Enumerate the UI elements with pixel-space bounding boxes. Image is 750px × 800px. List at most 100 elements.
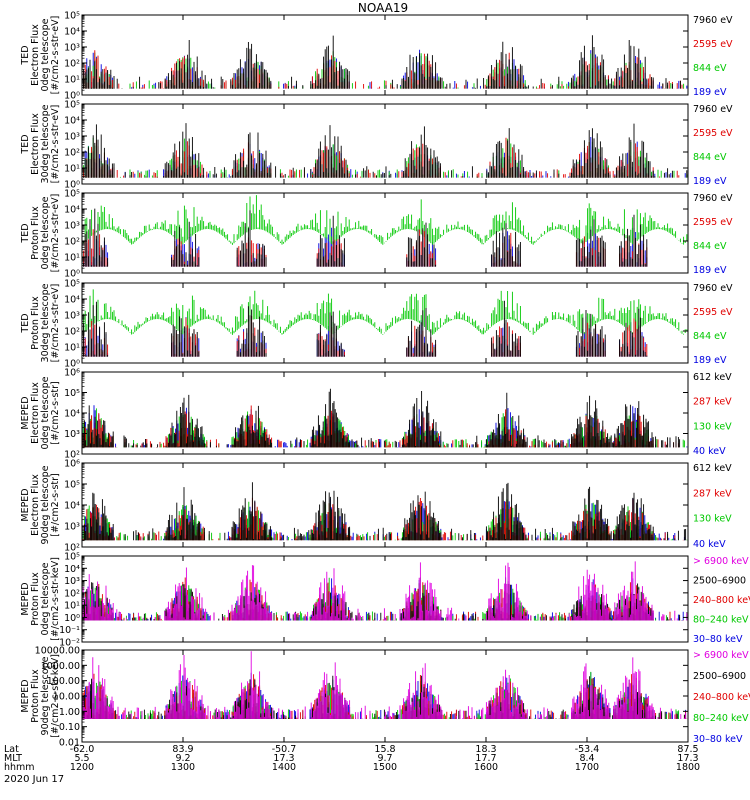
series-2595-ev [82, 315, 648, 357]
ylabel-line: MEPED [20, 396, 31, 429]
legend-entry: 189 eV [693, 265, 727, 276]
ytick-label: 10¹ [64, 164, 80, 175]
ytick-label: 10² [64, 148, 80, 159]
ytick-label: 10³ [64, 522, 80, 533]
legend-entry: > 6900 keV [693, 650, 749, 661]
xtick-mlt: 17.7 [475, 753, 496, 764]
legend-entry: 7960 eV [693, 193, 733, 204]
ylabel-line: [#/cm2-s-str-keV] [50, 654, 61, 738]
ytick-label: 10⁵ [64, 279, 80, 290]
ylabel-line: MEPED [20, 582, 31, 615]
panel-2-ylabel: TEDElectron Flux30deg telescope[#/cm2-s-… [20, 104, 61, 183]
ytick-label: 10³ [64, 429, 80, 440]
row-label: Lat [4, 744, 19, 755]
series-612-kev [82, 388, 681, 448]
legend-entry: 40 keV [693, 539, 726, 550]
legend-entry: 612 keV [693, 463, 732, 474]
legend-entry: 612 keV [693, 372, 732, 383]
ylabel-line: TED [20, 313, 31, 333]
xtick-lat: 87.5 [677, 744, 698, 755]
ytick-label: 10⁵ [64, 11, 80, 22]
ylabel-line: Electron Flux [30, 113, 41, 175]
series-612-kev [82, 482, 687, 541]
ytick-label: 10⁴ [64, 295, 80, 306]
legend-entry: 240–800 keV [693, 595, 750, 606]
ytick-label: 10⁴ [64, 116, 80, 127]
xtick-lat: -62.0 [70, 744, 95, 755]
panel-3-traces [82, 195, 688, 267]
ytick-label: 10⁴ [64, 564, 80, 575]
ytick-label: 0.10 [59, 722, 80, 733]
panel-8-traces [82, 651, 688, 719]
row-label: hhmm [4, 762, 35, 773]
ylabel-line: Proton Flux [30, 572, 41, 626]
legend-entry: 80–240 keV [693, 615, 749, 626]
ylabel-line: 0deg telescope [40, 18, 51, 91]
legend-entry: 7960 eV [693, 104, 733, 115]
ylabel-line: TED [20, 223, 31, 243]
series-844-ev [82, 195, 688, 245]
ylabel-line: 30deg telescope [40, 283, 51, 362]
legend-entry: 7960 eV [693, 283, 733, 294]
panel-4-ylabel: TEDProton Flux30deg telescope[#/cm2-s-st… [20, 283, 61, 362]
legend-entry: 130 keV [693, 421, 732, 432]
ytick-label: 10³ [64, 311, 80, 322]
ytick-label: 10³ [64, 576, 80, 587]
ytick-label: 10⁰ [64, 613, 80, 624]
ytick-label: 10² [64, 543, 80, 554]
series-130-kev [82, 499, 688, 541]
series-30-80-kev [82, 672, 687, 719]
legend-entry: 30–80 keV [693, 734, 743, 745]
legend-entry: 2595 eV [693, 217, 733, 228]
ytick-label: 10¹ [64, 601, 80, 612]
series-189-ev [82, 137, 686, 178]
ylabel-line: [#/cm2-s-str-eV] [50, 105, 61, 184]
xtick-lat: 15.8 [374, 744, 395, 755]
ylabel-line: Electron Flux [30, 474, 41, 536]
xtick-mlt: 9.7 [377, 753, 392, 764]
ylabel-line: 0deg telescope [40, 196, 51, 269]
legend-entry: 844 eV [693, 331, 727, 342]
legend-entry: 844 eV [693, 63, 727, 74]
ytick-label: 10.00 [53, 692, 80, 703]
panel-2-traces [82, 123, 688, 178]
series-80-240-kev [82, 671, 687, 719]
xtick-mlt: 9.2 [175, 753, 190, 764]
ytick-label: 10¹ [64, 253, 80, 264]
ylabel-line: 0deg telescope [40, 562, 51, 635]
ylabel-line: [#/cm2-s-str-eV] [50, 284, 61, 363]
ytick-label: 10² [64, 59, 80, 70]
ylabel-line: [#/cm2-s-str] [50, 381, 61, 444]
ylabel-line: TED [20, 45, 31, 65]
series-2595-ev [82, 50, 685, 89]
ytick-label: 10² [64, 327, 80, 338]
ytick-label: 10⁻² [59, 638, 80, 649]
series--6900-kev [82, 561, 688, 621]
xtick-mlt: 8.4 [579, 753, 594, 764]
ytick-label: 10⁰ [64, 91, 80, 102]
ytick-label: 10⁶ [64, 368, 80, 379]
ylabel-line: [#/cm2-s-str-eV] [50, 16, 61, 95]
ytick-label: 10⁴ [64, 409, 80, 420]
ytick-label: 10⁰ [64, 269, 80, 280]
ytick-label: 10⁶ [64, 459, 80, 470]
ytick-label: 10⁵ [64, 480, 80, 491]
ytick-label: 10000.00 [35, 646, 80, 657]
legend-entry: 189 eV [693, 355, 727, 366]
ytick-label: 10⁴ [64, 501, 80, 512]
xtick-hhmm: 1600 [474, 762, 498, 773]
ylabel-line: MEPED [20, 679, 31, 712]
xtick-hhmm: 1700 [575, 762, 599, 773]
series-844-ev [82, 289, 688, 335]
xtick-hhmm: 1200 [70, 762, 94, 773]
ytick-label: 10⁵ [64, 189, 80, 200]
xtick-hhmm: 1400 [272, 762, 296, 773]
legend-entry: 240–800 keV [693, 692, 750, 703]
legend-entry: 2500–6900 [693, 576, 746, 587]
panel-7-traces [82, 561, 688, 621]
series-287-kev [82, 405, 679, 448]
